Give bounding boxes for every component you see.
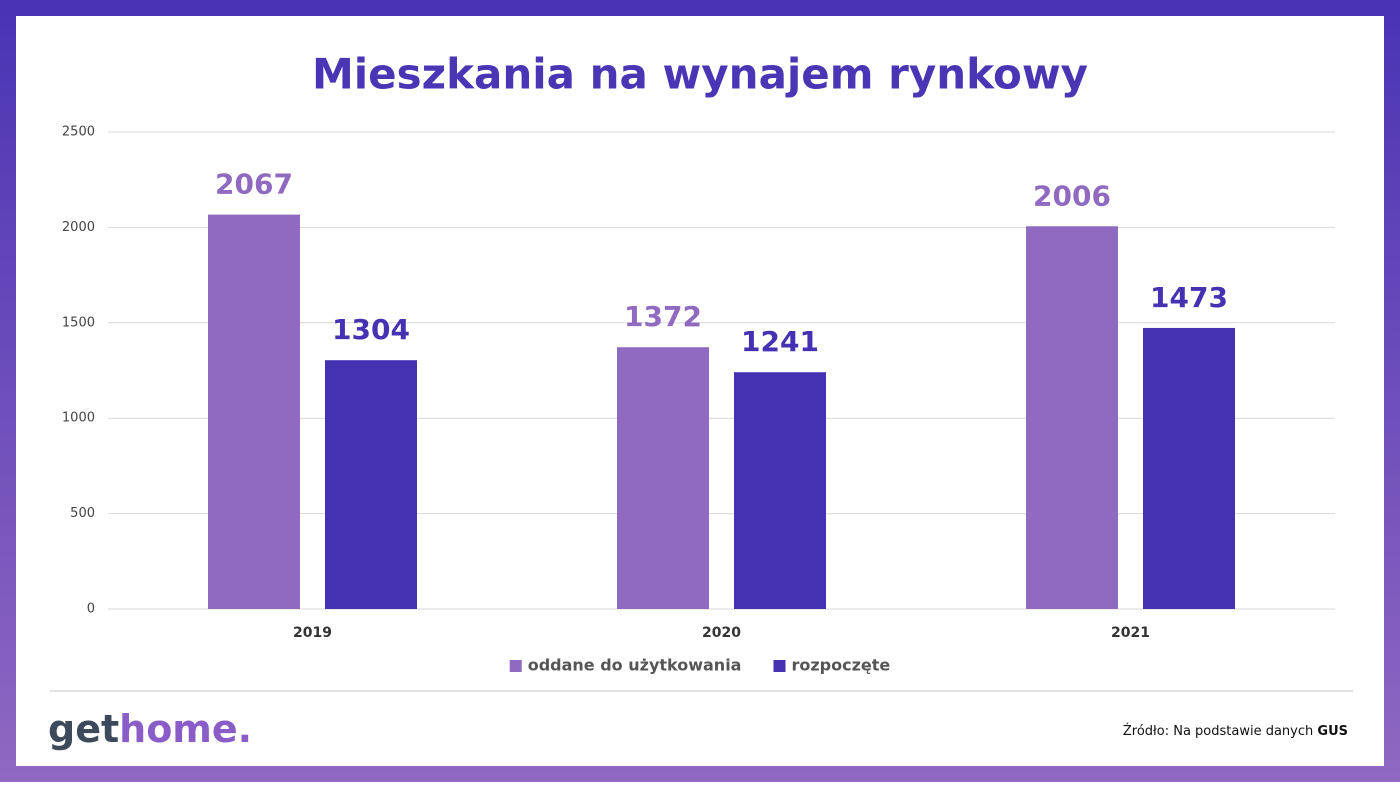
data-label: 1372 <box>624 300 702 333</box>
source-note: Źródło: Na podstawie danych GUS <box>1123 723 1348 739</box>
x-tick-label: 2021 <box>1111 625 1150 641</box>
y-tick-label: 2000 <box>62 220 95 235</box>
data-label: 1241 <box>741 325 819 358</box>
source-text: Źródło: Na podstawie danych <box>1123 723 1313 739</box>
legend-swatch <box>509 660 522 672</box>
y-tick-label: 0 <box>87 602 95 617</box>
legend: oddane do użytkowania rozpoczęte <box>509 656 890 675</box>
bar <box>734 372 826 609</box>
legend-label: oddane do użytkowania <box>528 656 742 675</box>
x-tick-label: 2019 <box>293 625 332 641</box>
y-tick-label: 500 <box>70 506 95 521</box>
chart-title: Mieszkania na wynajem rynkowy <box>312 50 1088 99</box>
legend-swatch <box>773 660 786 672</box>
bar <box>1143 327 1235 609</box>
legend-label: rozpoczęte <box>791 656 890 675</box>
data-label: 2006 <box>1033 179 1111 212</box>
data-label: 2067 <box>215 168 293 201</box>
bar <box>325 360 417 609</box>
bar <box>208 214 300 609</box>
bar <box>1026 226 1118 610</box>
logo-part: home. <box>119 707 252 751</box>
source-bold: GUS <box>1317 724 1348 739</box>
data-label: 1304 <box>332 313 410 346</box>
x-tick-label: 2020 <box>702 625 741 641</box>
bar <box>617 347 709 609</box>
y-tick-label: 2500 <box>62 125 95 140</box>
logo: gethome. <box>48 707 252 751</box>
y-tick-label: 1500 <box>62 315 95 330</box>
logo-part: get <box>48 707 119 751</box>
data-label: 1473 <box>1150 281 1228 314</box>
y-tick-label: 1000 <box>62 411 95 426</box>
